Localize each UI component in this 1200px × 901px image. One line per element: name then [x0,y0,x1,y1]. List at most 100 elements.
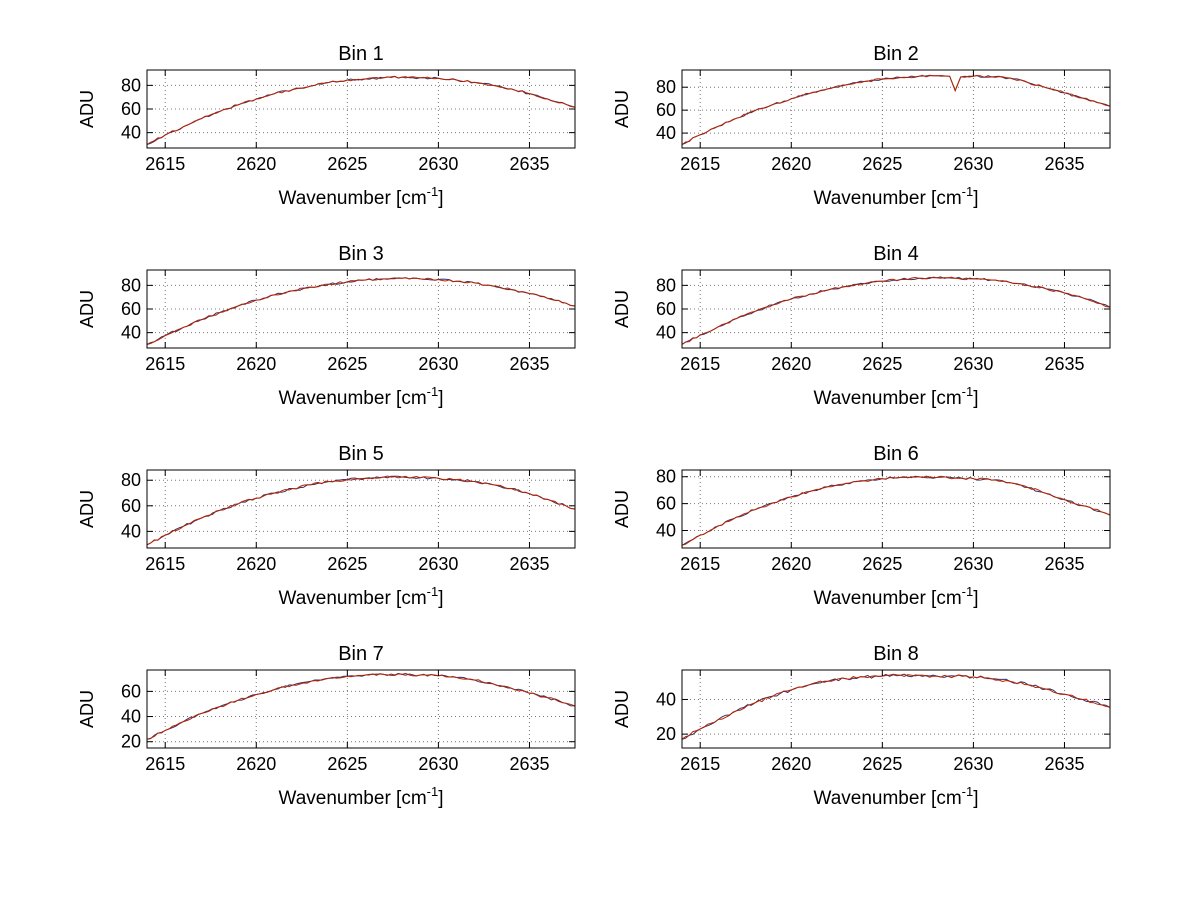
x-tick-label: 2630 [418,354,458,374]
x-tick-label: 2620 [771,754,811,774]
x-tick-label: 2630 [953,154,993,174]
series-secondary-line [147,75,575,145]
series-primary-line [682,74,1110,146]
subplot-bin-5: Bin 5 2615 2620 2625 2630 2635 40 60 80 ADU Wavenu… [77,444,576,609]
x-tick-label: 2630 [953,754,993,774]
y-tick-label: 60 [656,299,676,319]
y-tick-label: 40 [656,323,676,343]
series-primary-line [147,672,575,740]
x-tick-label: 2630 [418,154,458,174]
y-tick-label: 40 [121,521,141,541]
series-secondary-line [682,475,1110,546]
x-tick-label: 2630 [953,554,993,574]
y-axis-label: ADU [77,290,97,328]
axes-box [146,469,576,549]
y-tick-label: 80 [121,75,141,95]
x-tick-label: 2615 [680,354,720,374]
subplot-title: Bin 3 [338,244,384,265]
y-tick-label: 80 [656,275,676,295]
subplot-bin-2: Bin 2 2615 2620 2625 2630 2635 40 60 80 ADU Wavenu… [612,44,1111,209]
y-tick-label: 60 [121,99,141,119]
y-tick-label: 20 [656,724,676,744]
y-tick-label: 60 [656,100,676,120]
subplot-title: Bin 6 [873,444,919,465]
subplot-title: Bin 4 [873,244,919,265]
axes-box [681,69,1111,149]
y-tick-label: 60 [656,494,676,514]
subplot-bin-4: Bin 4 2615 2620 2625 2630 2635 40 60 80 ADU Wavenu… [612,244,1111,409]
series-primary-line [147,75,575,145]
x-tick-label: 2625 [862,554,902,574]
x-tick-label: 2620 [236,754,276,774]
y-tick-label: 40 [121,707,141,727]
x-tick-label: 2625 [327,154,367,174]
x-tick-label: 2630 [418,754,458,774]
subplot-bin-7: Bin 7 2615 2620 2625 2630 2635 20 40 60 ADU Wavenu… [77,644,576,809]
x-tick-label: 2615 [145,354,185,374]
x-tick-label: 2625 [862,154,902,174]
x-tick-label: 2635 [1044,354,1084,374]
x-tick-label: 2630 [418,554,458,574]
x-tick-label: 2615 [145,554,185,574]
y-tick-label: 80 [656,77,676,97]
subplot-title: Bin 7 [338,644,384,665]
y-tick-label: 60 [121,681,141,701]
y-tick-label: 80 [121,470,141,490]
series-secondary-line [147,672,575,740]
subplot-title: Bin 8 [873,644,919,665]
x-tick-label: 2625 [327,354,367,374]
x-tick-label: 2635 [509,354,549,374]
y-axis-label: ADU [612,690,632,728]
subplot-bin-1: Bin 1 2615 2620 2625 2630 2635 40 60 80 ADU Wavenu… [77,44,576,209]
y-tick-label: 40 [656,689,676,709]
series-primary-line [682,673,1110,740]
subplot-title: Bin 2 [873,44,919,65]
x-tick-label: 2635 [1044,154,1084,174]
y-tick-label: 40 [656,123,676,143]
x-tick-label: 2635 [509,554,549,574]
y-axis-label: ADU [77,690,97,728]
y-tick-label: 60 [121,496,141,516]
series-primary-line [147,475,575,546]
x-tick-label: 2625 [862,354,902,374]
series-primary-line [682,475,1110,546]
x-tick-label: 2615 [680,554,720,574]
y-axis-label: ADU [77,490,97,528]
y-axis-label: ADU [77,90,97,128]
x-tick-label: 2615 [145,754,185,774]
x-axis-label: Wavenumber [cm-1] [813,184,978,209]
y-tick-label: 80 [121,275,141,295]
x-tick-label: 2620 [771,554,811,574]
subplot-title: Bin 5 [338,444,384,465]
x-tick-label: 2635 [509,154,549,174]
series-secondary-line [147,475,575,546]
y-axis-label: ADU [612,290,632,328]
x-tick-label: 2630 [953,354,993,374]
y-axis-label: ADU [612,490,632,528]
subplot-grid: Bin 1 2615 2620 2625 2630 2635 40 60 80 ADU Wavenu… [77,44,1111,809]
x-axis-label: Wavenumber [cm-1] [278,584,443,609]
x-tick-label: 2620 [771,354,811,374]
y-tick-label: 60 [121,299,141,319]
x-axis-label: Wavenumber [cm-1] [813,384,978,409]
y-tick-label: 40 [121,323,141,343]
x-axis-label: Wavenumber [cm-1] [278,184,443,209]
series-primary-line [682,276,1110,345]
y-tick-label: 40 [121,123,141,143]
series-secondary-line [682,673,1110,740]
x-tick-label: 2615 [680,154,720,174]
x-tick-label: 2615 [145,154,185,174]
x-axis-label: Wavenumber [cm-1] [813,584,978,609]
y-tick-label: 20 [121,732,141,752]
x-tick-label: 2635 [1044,554,1084,574]
axes-box [681,469,1111,549]
subplot-title: Bin 1 [338,44,384,65]
x-tick-label: 2620 [236,154,276,174]
y-tick-label: 40 [656,521,676,541]
y-axis-label: ADU [612,90,632,128]
axes-box [681,669,1111,749]
x-axis-label: Wavenumber [cm-1] [813,784,978,809]
series-secondary-line [147,277,575,345]
x-tick-label: 2620 [236,354,276,374]
x-tick-label: 2620 [236,554,276,574]
